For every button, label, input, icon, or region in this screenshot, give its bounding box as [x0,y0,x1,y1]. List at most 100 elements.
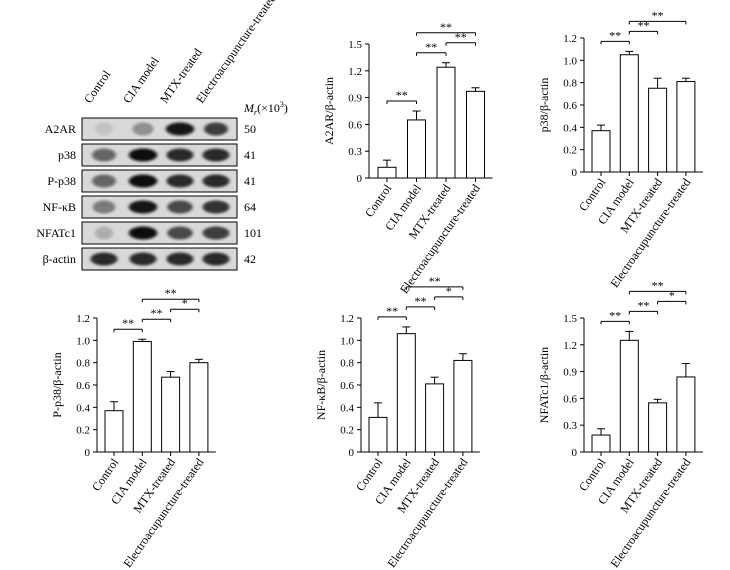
y-tick-label: 1.0 [76,335,90,347]
protein-band [92,148,116,162]
mw-close: ) [284,101,288,115]
mw-unit: (×10 [257,101,280,115]
y-tick-label: 0 [572,447,578,459]
blot-row-label: β-actin [43,252,76,266]
protein-band [202,200,230,214]
y-tick-label: 0.3 [563,420,577,432]
bar [436,66,456,179]
y-tick-label: 0.2 [563,145,577,157]
mw-subscript: r [254,108,258,117]
y-tick-label: 0.8 [340,358,354,370]
protein-band [128,148,158,162]
y-tick-label: 0.2 [76,425,90,437]
blot-row-label: p38 [58,148,76,162]
y-tick-label: 1.2 [340,313,354,325]
protein-band [167,200,193,214]
y-tick-label: 0.4 [76,402,90,414]
protein-band [202,226,230,240]
significance-label: * [182,296,188,310]
protein-band [92,200,116,214]
y-tick-label: 0.9 [563,367,577,379]
y-axis-label: A2AR/β-actin [322,77,336,145]
protein-band [128,226,158,240]
y-axis-label: NF-κB/β-actin [314,350,328,420]
y-tick-label: 0.6 [348,119,362,131]
bar [132,340,152,453]
bar [619,54,639,173]
blot-strip [81,143,238,167]
bar [648,402,668,453]
western-blot-panel: Control CIA modelMTX-treatedElectroacupun… [36,0,288,271]
y-tick-label: 1.5 [348,39,362,51]
molecular-weight-header: Mr(×103) [243,100,288,117]
y-tick-label: 0.4 [563,122,577,134]
y-tick-label: 0 [572,167,578,179]
bar-chart: 00.20.40.60.81.01.2NF-κB/β-actinControlC… [314,274,480,570]
blot-row-mw: 41 [244,148,256,162]
protein-band [95,226,113,240]
significance-label: ** [386,304,398,318]
protein-band [95,122,113,136]
blot-strip [81,169,238,193]
blot-row-mw: 64 [244,200,256,214]
bar [619,339,639,453]
protein-band [129,252,157,266]
y-tick-label: 1.5 [563,313,577,325]
y-axis-label: NFATc1/β-actin [537,347,551,423]
bar [453,359,473,453]
protein-band [128,174,158,188]
protein-band [166,252,194,266]
lane-label: Electroacupuncture-treated [193,0,279,106]
significance-label: ** [637,298,649,312]
y-tick-label: 1.2 [348,66,362,78]
significance-label: ** [609,308,621,322]
protein-band [202,148,230,162]
protein-band [132,122,154,136]
bar [425,383,445,453]
y-tick-label: 1.2 [563,340,577,352]
y-tick-label: 1.0 [563,55,577,67]
bar [648,87,668,173]
significance-label: ** [455,30,467,44]
y-tick-label: 0.3 [348,146,362,158]
lane-label: Control [81,67,114,106]
bar [591,434,611,453]
blot-strip [81,221,238,245]
significance-label: ** [637,18,649,32]
blot-row-label: NF-κB [43,200,76,214]
bar [407,119,426,179]
bar-chart: 00.30.60.91.21.5NFATc1/β-actinControlCIA… [537,278,703,570]
y-tick-label: 0.8 [76,358,90,370]
blot-strip [81,247,238,271]
significance-label: ** [609,28,621,42]
y-tick-label: 0.6 [340,380,354,392]
significance-label: ** [429,274,441,288]
protein-band [202,252,230,266]
protein-band [204,122,228,136]
bar [466,90,485,179]
blot-row-mw: 42 [244,252,256,266]
protein-band [92,174,116,188]
significance-label: ** [440,20,452,34]
y-tick-label: 0 [349,447,355,459]
y-tick-label: 0.2 [340,425,354,437]
blot-row-label: NFATc1 [36,226,76,240]
protein-band [167,226,193,240]
y-tick-label: 1.2 [76,313,90,325]
bar [161,376,181,453]
bar-chart: 00.20.40.60.81.01.2p38/β-actinControlCIA… [537,8,703,290]
y-tick-label: 1.2 [563,33,577,45]
significance-label: ** [652,8,664,22]
significance-label: ** [150,306,162,320]
protein-band [165,122,195,136]
y-tick-label: 0.9 [348,93,362,105]
blot-row-mw: 41 [244,174,256,188]
significance-label: ** [425,40,437,54]
significance-label: ** [652,278,664,292]
bar [591,130,611,173]
y-axis-label: P-p38/β-actin [50,352,64,417]
protein-band [90,252,118,266]
